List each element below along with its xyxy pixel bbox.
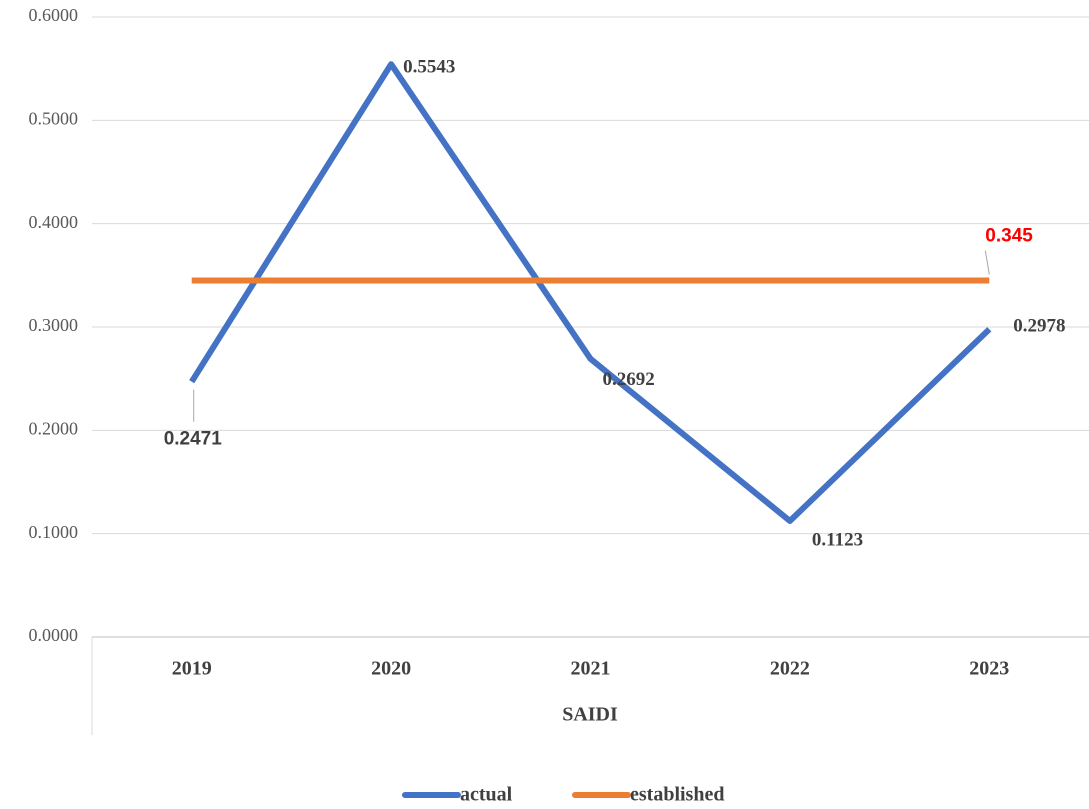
x-tick-label: 2021: [571, 658, 611, 680]
x-tick-label: 2022: [770, 658, 810, 680]
y-tick-label: 0.4000: [29, 212, 79, 232]
x-tick-label: 2020: [371, 658, 411, 680]
y-tick-label: 0.0000: [29, 625, 79, 645]
y-tick-label: 0.6000: [29, 5, 79, 25]
y-tick-label: 0.2000: [29, 418, 79, 438]
data-label: 0.2471: [164, 429, 223, 450]
x-tick-label: 2023: [969, 658, 1009, 680]
legend-label: established: [630, 784, 724, 806]
data-label: 0.2978: [1013, 316, 1065, 337]
leader-line: [984, 250, 990, 275]
data-label: 0.2692: [603, 369, 655, 390]
y-tick-label: 0.1000: [29, 522, 79, 542]
legend-label: actual: [460, 784, 513, 806]
x-axis-label: SAIDI: [562, 704, 618, 726]
line-series: [189, 61, 992, 524]
data-label: 0.1123: [812, 529, 863, 550]
y-tick-label: 0.5000: [29, 108, 79, 128]
data-label: 0.345: [985, 226, 1033, 247]
y-tick-label: 0.3000: [29, 315, 79, 335]
x-tick-label: 2019: [172, 658, 212, 680]
data-label: 0.5543: [403, 57, 455, 78]
